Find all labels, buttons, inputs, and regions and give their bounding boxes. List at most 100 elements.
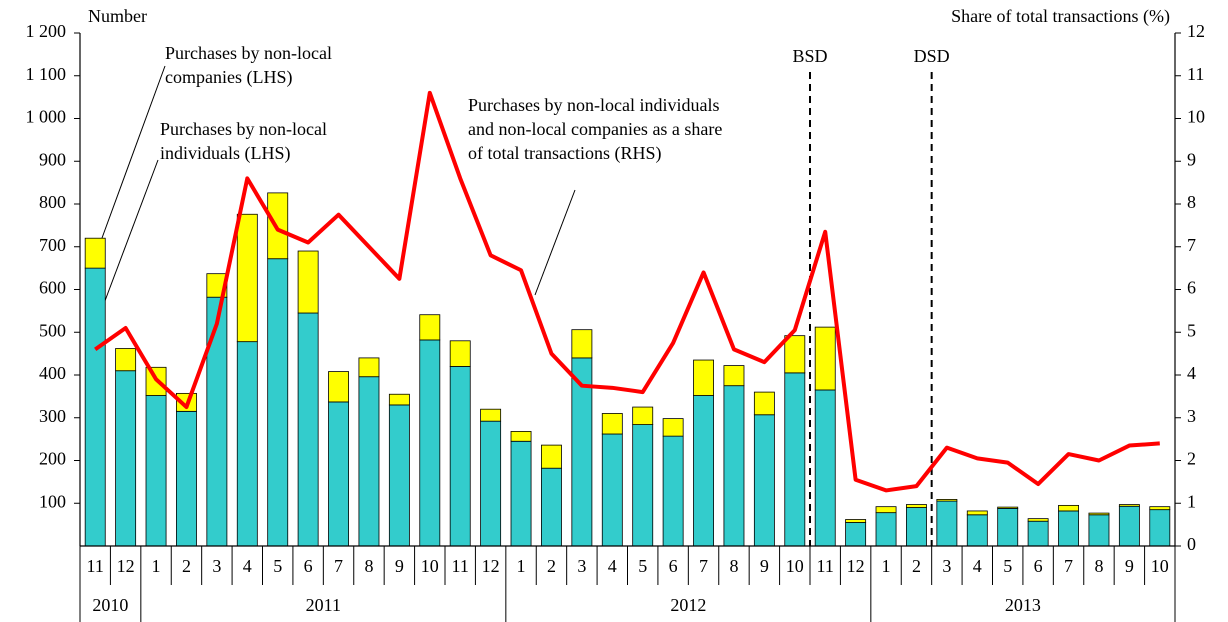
y2-tick-label: 1 <box>1187 491 1196 511</box>
x-tick-label: 8 <box>1094 556 1103 576</box>
bar <box>845 519 867 523</box>
bar <box>541 444 562 469</box>
bar <box>1027 518 1049 522</box>
x-tick-label: 9 <box>760 556 769 576</box>
group-label: 2013 <box>1005 595 1041 615</box>
bar <box>206 296 228 547</box>
bar <box>906 504 927 508</box>
bar <box>875 512 897 547</box>
annotation-pointer <box>101 65 166 239</box>
bar <box>1027 520 1049 547</box>
y-axis-title: Number <box>88 6 147 26</box>
y-tick-label: 500 <box>39 320 66 340</box>
bar <box>297 312 319 547</box>
x-tick-label: 9 <box>395 556 404 576</box>
bar <box>936 499 958 502</box>
bar <box>328 371 349 403</box>
line-series <box>94 90 1160 493</box>
x-tick-label: 4 <box>973 556 982 576</box>
y2-tick-label: 6 <box>1187 278 1196 298</box>
y-tick-label: 1 100 <box>26 64 67 84</box>
x-tick-label: 11 <box>87 556 104 576</box>
series-annotation: Purchases by non-local individuals <box>468 95 719 115</box>
bar <box>753 391 775 416</box>
bar <box>784 335 806 374</box>
x-tick-label: 10 <box>421 556 439 576</box>
bar <box>966 510 988 516</box>
series-annotation: Purchases by non-local <box>165 43 332 63</box>
bar <box>236 341 258 547</box>
bar <box>966 514 988 547</box>
x-tick-label: 12 <box>117 556 135 576</box>
x-tick-label: 10 <box>1151 556 1169 576</box>
y2-tick-label: 4 <box>1187 363 1196 383</box>
y-tick-label: 700 <box>39 235 66 255</box>
bar <box>784 372 806 547</box>
bar <box>328 401 349 547</box>
x-tick-label: 8 <box>364 556 373 576</box>
bar <box>723 385 745 547</box>
y-tick-label: 600 <box>39 278 66 298</box>
y2-tick-label: 5 <box>1187 320 1196 340</box>
x-tick-label: 5 <box>638 556 647 576</box>
y-tick-label: 200 <box>39 449 66 469</box>
annotation-pointer <box>96 159 159 323</box>
bar <box>510 440 532 547</box>
bar <box>906 507 927 547</box>
x-tick-label: 10 <box>786 556 804 576</box>
bar <box>388 393 410 406</box>
y-tick-label: 800 <box>39 192 66 212</box>
group-label: 2010 <box>92 595 128 615</box>
bar <box>419 314 441 341</box>
bar <box>358 376 380 547</box>
bar <box>1118 505 1140 547</box>
bar <box>1149 509 1171 547</box>
x-tick-label: 8 <box>729 556 738 576</box>
group-label: 2011 <box>306 595 341 615</box>
bar <box>1058 504 1079 512</box>
bar <box>388 404 410 547</box>
bar <box>480 420 502 547</box>
x-tick-label: 2 <box>182 556 191 576</box>
y2-tick-label: 11 <box>1187 64 1204 84</box>
bar <box>145 395 167 547</box>
bar <box>480 408 502 422</box>
x-tick-label: 11 <box>817 556 834 576</box>
bar <box>814 389 836 547</box>
x-tick-label: 2 <box>912 556 921 576</box>
x-tick-label: 3 <box>212 556 221 576</box>
x-tick-label: 3 <box>942 556 951 576</box>
bar <box>1088 514 1110 547</box>
bar <box>84 237 106 269</box>
x-tick-label: 7 <box>1064 556 1073 576</box>
bar <box>358 357 380 378</box>
bar <box>814 326 836 391</box>
bar <box>997 506 1019 509</box>
x-tick-label: 4 <box>243 556 252 576</box>
event-label: BSD <box>792 46 827 66</box>
bar <box>632 406 654 425</box>
y2-tick-label: 7 <box>1187 235 1196 255</box>
x-tick-label: 6 <box>669 556 678 576</box>
event-label: DSD <box>914 46 950 66</box>
y2-tick-label: 9 <box>1187 149 1196 169</box>
bar <box>84 267 106 547</box>
bar <box>693 395 714 547</box>
bar <box>601 413 623 435</box>
bar <box>541 467 562 547</box>
x-tick-label: 9 <box>1125 556 1134 576</box>
y-tick-label: 100 <box>39 491 66 511</box>
bar <box>1149 506 1171 511</box>
bar <box>115 348 137 372</box>
bar <box>267 258 289 547</box>
y2-tick-label: 0 <box>1187 534 1196 554</box>
y2-tick-label: 3 <box>1187 406 1196 426</box>
y-tick-label: 1 000 <box>26 107 67 127</box>
series-annotation: companies (LHS) <box>165 67 292 88</box>
y2-tick-label: 2 <box>1187 449 1196 469</box>
x-tick-label: 3 <box>577 556 586 576</box>
bar <box>419 339 441 547</box>
x-tick-label: 4 <box>608 556 617 576</box>
